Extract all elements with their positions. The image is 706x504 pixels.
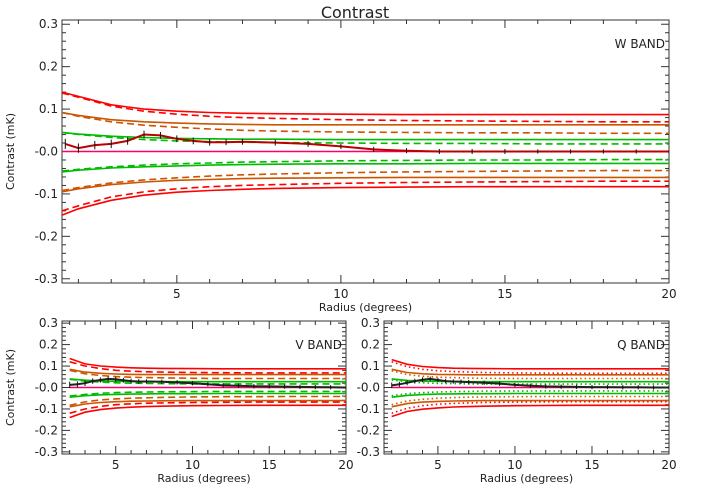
series-line-10 (69, 395, 346, 407)
x-axis-title: Radius (degrees) (319, 301, 412, 314)
x-tick-label: 5 (173, 287, 181, 301)
panel-w: 5 10 15 20 -0.3 -0.2 -0.1 -0.0 0.1 0.2 0.3 W BAND Ra… (4, 17, 677, 314)
series-line-3 (62, 111, 669, 135)
x-tick-label: 20 (661, 287, 676, 301)
y-tick-label: 0.2 (361, 338, 380, 352)
series-line-12 (62, 180, 669, 212)
x-tick-label: 15 (262, 458, 277, 472)
series-line-8 (69, 390, 346, 397)
series-line-12 (391, 400, 669, 414)
band-label: V BAND (295, 338, 342, 352)
x-tick-label: 5 (112, 458, 120, 472)
series-line-0 (391, 358, 669, 370)
panel-v: 5 10 15 20 -0.3 -0.2 -0.1 -0.0 0.1 0.2 0.3 V BAND Ra… (4, 316, 354, 485)
series-line-9 (62, 176, 669, 193)
y-axis-title: Contrast (mK) (4, 113, 17, 190)
series-group (69, 357, 346, 419)
series-line-1 (62, 92, 669, 123)
chart-title: Contrast (321, 3, 389, 22)
y-tick-label: -0.3 (35, 445, 58, 459)
series-line-11 (391, 404, 669, 418)
series-line-7 (69, 392, 346, 398)
y-tick-label: -0.1 (35, 187, 58, 201)
y-tick-label: 0.1 (361, 359, 380, 373)
y-tick-label: 0.3 (39, 316, 58, 330)
y-tick-label: -0.1 (357, 402, 380, 416)
series-line-3 (69, 369, 346, 380)
x-axis-title: Radius (degrees) (157, 472, 250, 485)
profile-line (69, 377, 346, 389)
y-tick-label: -0.0 (357, 381, 380, 395)
y-tick-label: -0.0 (35, 145, 58, 159)
series-line-10 (391, 395, 669, 406)
y-tick-label: -0.2 (35, 229, 58, 243)
series-line-3 (391, 370, 669, 380)
y-tick-label: -0.3 (357, 445, 380, 459)
x-tick-label: 15 (584, 458, 599, 472)
y-tick-label: -0.2 (357, 423, 380, 437)
series-line-2 (391, 368, 669, 376)
y-tick-label: -0.2 (35, 423, 58, 437)
band-label: Q BAND (617, 338, 665, 352)
y-tick-label: 0.1 (39, 359, 58, 373)
panel-q: 5 10 15 20 -0.3 -0.2 -0.1 -0.0 0.1 0.2 0.3 Q BAND Ra… (357, 316, 677, 485)
series-line-4 (62, 131, 669, 141)
panels: 5 10 15 20 -0.3 -0.2 -0.1 -0.0 0.1 0.2 0.3 W BAND Ra… (4, 17, 677, 485)
series-line-0 (69, 357, 346, 370)
x-tick-label: 15 (497, 287, 512, 301)
series-line-2 (62, 111, 669, 126)
y-tick-label: -0.3 (35, 272, 58, 286)
series-line-10 (62, 169, 669, 192)
x-tick-label: 20 (661, 458, 676, 472)
x-tick-label: 10 (185, 458, 200, 472)
x-axis-title: Radius (degrees) (480, 472, 573, 485)
series-line-9 (69, 399, 346, 408)
profile-line (391, 377, 669, 389)
series-line-12 (69, 401, 346, 414)
y-tick-label: -0.1 (35, 402, 58, 416)
y-tick-label: -0.0 (35, 381, 58, 395)
series-line-7 (391, 392, 669, 398)
x-tick-label: 5 (434, 458, 442, 472)
band-label: W BAND (615, 37, 665, 51)
y-tick-label: 0.3 (361, 316, 380, 330)
y-tick-label: 0.2 (39, 60, 58, 74)
series-group (391, 358, 669, 418)
series-line-7 (62, 162, 669, 173)
series-line-11 (62, 185, 669, 216)
series-group (62, 91, 669, 216)
series-line-1 (391, 361, 669, 375)
series-line-5 (62, 131, 669, 145)
series-line-2 (69, 368, 346, 376)
y-axis-title: Contrast (mK) (4, 349, 17, 426)
series-line-8 (62, 158, 669, 172)
series-line-9 (391, 399, 669, 408)
x-tick-label: 10 (507, 458, 522, 472)
y-tick-label: 0.1 (39, 102, 58, 116)
x-tick-label: 20 (338, 458, 353, 472)
series-line-0 (62, 91, 669, 116)
x-tick-label: 10 (333, 287, 348, 301)
y-tick-label: 0.3 (39, 17, 58, 31)
series-line-11 (69, 404, 346, 419)
y-tick-label: 0.2 (39, 338, 58, 352)
series-line-1 (69, 361, 346, 374)
